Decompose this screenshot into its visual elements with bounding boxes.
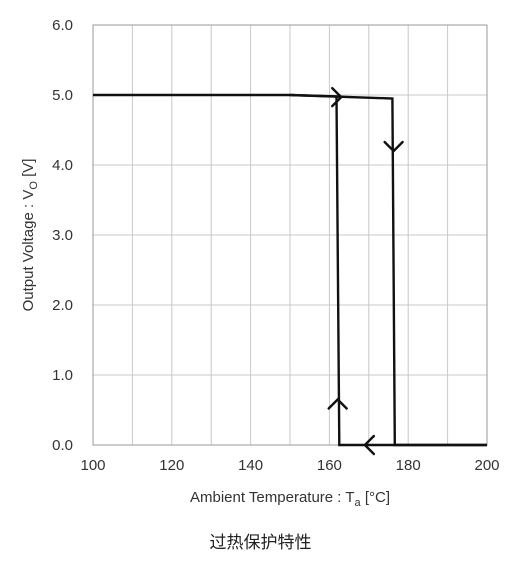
arrow-down-icon bbox=[383, 140, 404, 153]
x-tick-label: 180 bbox=[396, 457, 421, 474]
y-tick-label: 3.0 bbox=[52, 227, 73, 244]
series-line-cooling bbox=[289, 93, 487, 447]
x-tick-label: 140 bbox=[238, 457, 263, 474]
plot-area-frame bbox=[92, 24, 488, 446]
chart: 100 120 140 160 180 2000.01.02.03.04.05.06.0 … bbox=[20, 17, 500, 509]
arrow-left-icon bbox=[363, 434, 376, 456]
tick-labels: 100 120 140 160 180 200 0.0 1.0 2.0 3.0 4.0 5.0 6.0 bbox=[52, 17, 499, 474]
x-tick-label: 160 bbox=[317, 457, 342, 474]
x-axis-label: Ambient Temperature : Ta [°C] bbox=[190, 489, 390, 509]
grid-lines bbox=[93, 25, 487, 445]
y-tick-label: 1.0 bbox=[52, 367, 73, 384]
y-tick-label: 2.0 bbox=[52, 297, 73, 314]
y-tick-label: 6.0 bbox=[52, 17, 73, 34]
y-tick-label: 5.0 bbox=[52, 87, 73, 104]
x-tick-label: 120 bbox=[159, 457, 184, 474]
arrow-up-icon bbox=[327, 397, 348, 410]
data-series bbox=[93, 93, 487, 447]
y-tick-label: 0.0 bbox=[52, 437, 73, 454]
direction-arrows bbox=[327, 86, 404, 456]
x-tick-label: 200 bbox=[474, 457, 499, 474]
figure-caption: 过热保护特性 bbox=[209, 533, 312, 553]
arrow-right-icon bbox=[331, 86, 343, 108]
y-tick-label: 4.0 bbox=[52, 157, 73, 174]
x-tick-label: 100 bbox=[80, 457, 105, 474]
y-axis-label: Output Voltage : VO [V] bbox=[20, 159, 40, 312]
